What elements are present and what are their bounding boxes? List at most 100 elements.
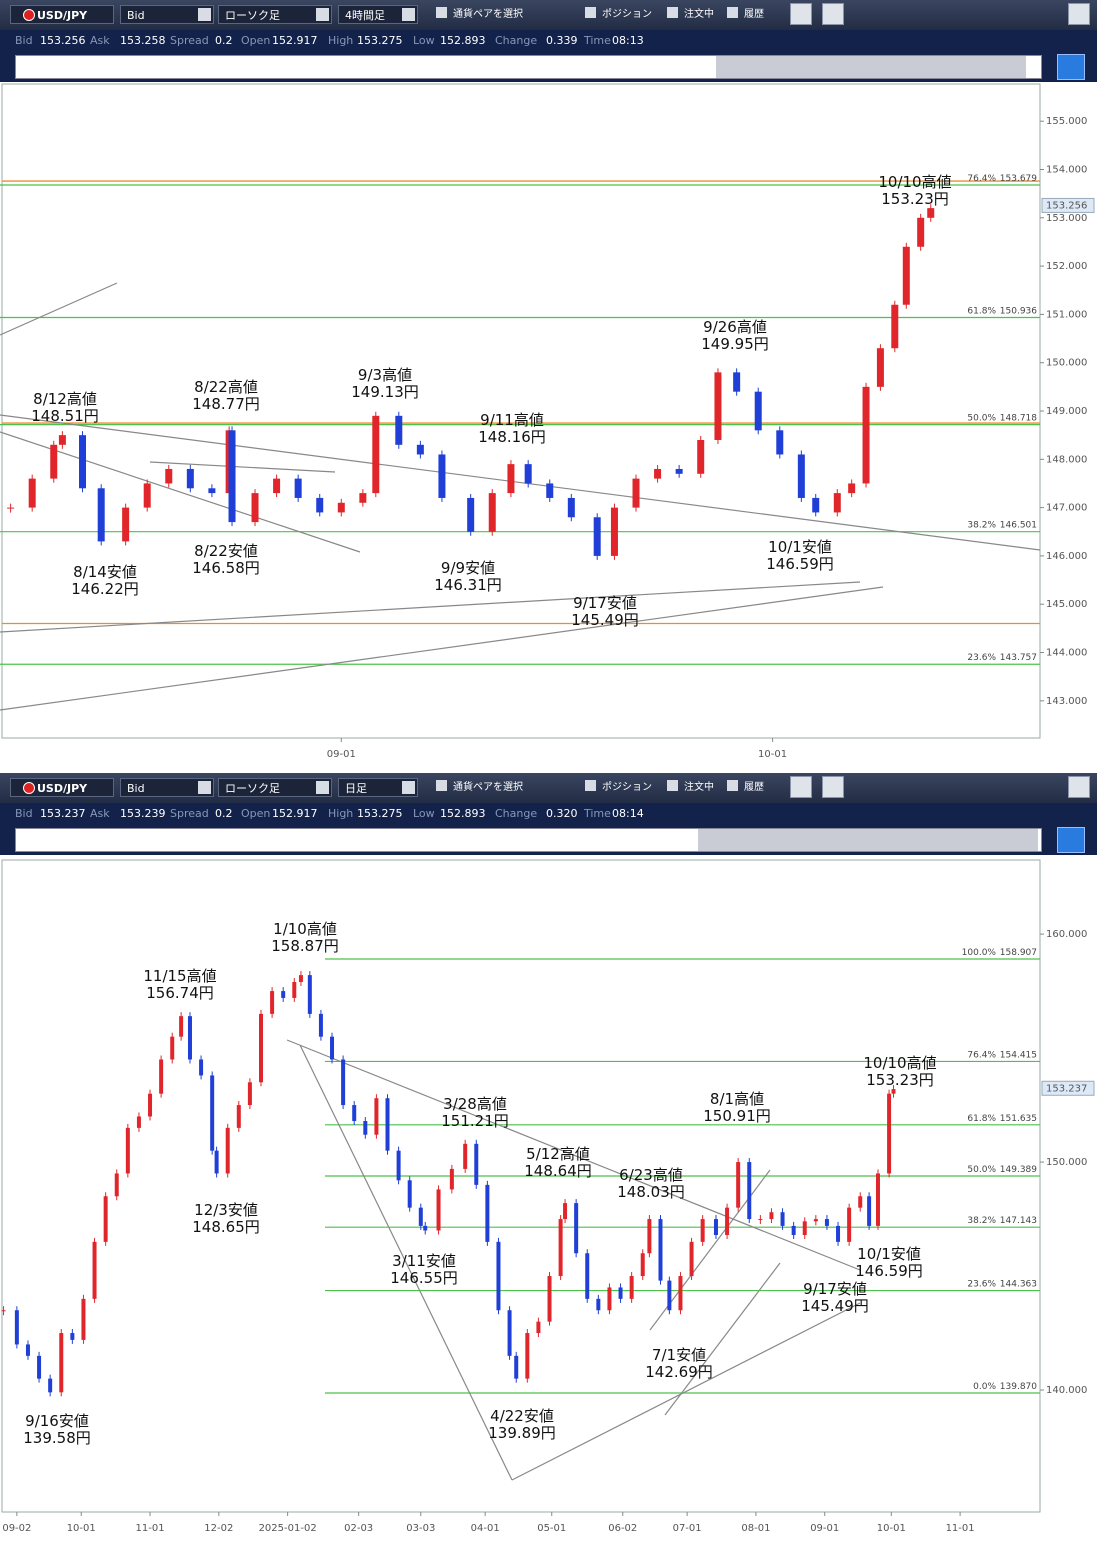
candle-body [270, 991, 275, 1014]
annotation-label: 8/22高値 [194, 378, 258, 396]
annotation-label: 8/22安値 [194, 542, 258, 560]
x-tick-label: 07-01 [673, 1523, 702, 1534]
fib-ratio: 76.4% [967, 174, 996, 184]
candle-body [374, 1098, 379, 1135]
toolbar-icon[interactable] [822, 776, 844, 798]
dropdown-arrow [316, 8, 329, 21]
fib-value: 147.143 [1000, 1216, 1037, 1226]
candle-body [848, 483, 856, 494]
dropdown[interactable]: 4時間足 [338, 5, 418, 24]
annotation-label: 8/1高値 [710, 1090, 764, 1108]
select-pair[interactable]: 通貨ペアを選択 [436, 5, 564, 24]
candle-body [143, 483, 151, 508]
quote-row: Bid 153.237 Ask 153.239 Spread 0.2 Open 152.917… [0, 803, 1097, 825]
fib-ratio: 61.8% [967, 306, 996, 316]
x-tick-label: 03-03 [406, 1523, 435, 1534]
candle-body [463, 1143, 468, 1169]
candle-body [395, 415, 403, 445]
navigator-button[interactable] [1057, 54, 1085, 80]
price-type: Bid [127, 9, 145, 22]
annotation-price: 149.13円 [351, 383, 419, 401]
pair-box: USD/JPY [10, 5, 114, 24]
checkbox-label: ポジション [602, 782, 652, 793]
candle-body [593, 517, 601, 556]
y-tick-label: 153.000 [1046, 213, 1087, 224]
checkbox [585, 780, 596, 791]
candle-body [797, 454, 805, 498]
checkbox-item[interactable]: ポジション [585, 778, 652, 797]
select-pair[interactable]: 通貨ペアを選択 [436, 778, 564, 797]
candle-body [352, 1105, 357, 1122]
fib-value: 143.757 [1000, 653, 1037, 663]
toolbar-icon[interactable] [790, 3, 812, 25]
candle-body [449, 1168, 454, 1190]
fib-ratio: 38.2% [967, 1216, 996, 1226]
candle-body [875, 1173, 880, 1226]
candle-body [7, 507, 15, 509]
price-type: Bid [127, 782, 145, 795]
toolbar-icon[interactable] [1068, 776, 1090, 798]
candle-body [700, 1219, 705, 1242]
annotation-label: 11/15高値 [143, 967, 216, 985]
candle-body [802, 1221, 807, 1236]
candle-body [81, 1298, 86, 1340]
timeframe: 4時間足 [345, 9, 385, 22]
candle-body [407, 1180, 412, 1208]
candle-body [546, 483, 554, 498]
chart: 143.000 144.000 145.000 146.000 147.000 148.0… [0, 83, 1095, 760]
candle-body [114, 1173, 119, 1197]
candle-body [524, 464, 532, 484]
toolbar-icon[interactable] [1068, 3, 1090, 25]
candle-body [385, 1098, 390, 1151]
quote-value: 08:13 [612, 34, 644, 47]
annotation-label: 3/11安値 [392, 1252, 456, 1270]
plot-area [1, 859, 1041, 1513]
checkbox-item[interactable]: 履歴 [727, 778, 764, 797]
candle-body [640, 1253, 645, 1277]
pair-flag [23, 782, 35, 794]
quote-label: Change [495, 34, 538, 47]
candle-body [125, 1127, 130, 1174]
quote-label: Ask [90, 34, 110, 47]
last-price-box [1041, 1080, 1095, 1096]
checkbox-item[interactable]: 注文中 [667, 5, 714, 24]
annotation-price: 153.23円 [866, 1071, 934, 1089]
checkbox [585, 7, 596, 18]
fib-value: 139.870 [1000, 1382, 1037, 1392]
chart: 140.000 150.000 160.000 09-02 10-01 11-01 12-0… [1, 859, 1095, 1534]
candle-body [214, 1150, 219, 1174]
candle-body [92, 1241, 97, 1299]
y-tick-label: 154.000 [1046, 164, 1087, 175]
last-price-box [1041, 197, 1095, 213]
checkbox-item[interactable]: 履歴 [727, 5, 764, 24]
quote-value: 153.239 [120, 807, 166, 820]
checkbox [727, 780, 738, 791]
candle-body [416, 444, 424, 455]
candle-body [1, 1310, 6, 1312]
toolbar-icon[interactable] [822, 3, 844, 25]
checkbox-item[interactable]: 注文中 [667, 778, 714, 797]
annotation-price: 145.49円 [571, 611, 639, 629]
candle-body [251, 493, 259, 523]
quote-label: Spread [170, 34, 209, 47]
dropdown[interactable]: ローソク足 [218, 778, 332, 797]
checkbox-item[interactable]: ポジション [585, 5, 652, 24]
dropdown[interactable]: Bid [120, 778, 214, 797]
toolbar: USD/JPY Bid ローソク足 4時間足 通貨ペアを選択 ポジション 注文中 履歴 [0, 0, 1097, 30]
quote-label: High [328, 34, 354, 47]
navigator-button[interactable] [1057, 827, 1085, 853]
quote-row: Bid 153.256 Ask 153.258 Spread 0.2 Open 152.917… [0, 30, 1097, 52]
candle-body [122, 507, 130, 542]
annotation-label: 12/3安値 [194, 1201, 258, 1219]
select-pair-label: 通貨ペアを選択 [453, 782, 523, 793]
dropdown[interactable]: Bid [120, 5, 214, 24]
dropdown[interactable]: ローソク足 [218, 5, 332, 24]
quote-value: 0.2 [215, 34, 233, 47]
candle-body [536, 1321, 541, 1334]
x-tick-label: 10-01 [758, 749, 787, 760]
dropdown[interactable]: 日足 [338, 778, 418, 797]
candle-body [667, 1280, 672, 1311]
toolbar-icon[interactable] [790, 776, 812, 798]
annotation-price: 146.58円 [192, 559, 260, 577]
candle-body [14, 1310, 19, 1345]
